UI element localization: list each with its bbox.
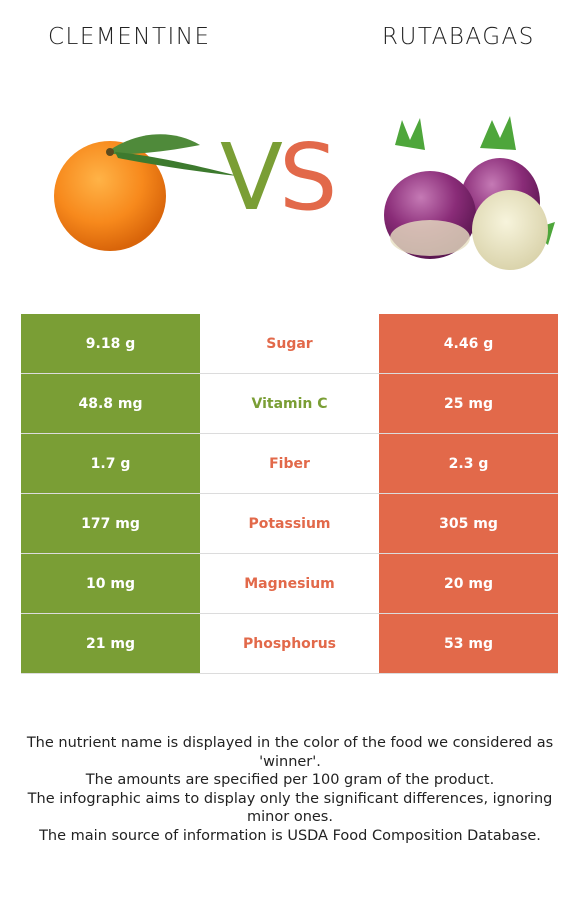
vs-v: V xyxy=(220,124,283,231)
right-value: 4.46 g xyxy=(379,314,558,374)
footnote: The main source of information is USDA F… xyxy=(39,827,541,844)
right-value: 25 mg xyxy=(379,373,558,434)
rutabagas-image xyxy=(384,116,555,270)
table-row: 1.7 g Fiber 2.3 g xyxy=(21,433,558,494)
table-row: 21 mg Phosphorus 53 mg xyxy=(21,613,558,674)
table-row: 9.18 g Sugar 4.46 g xyxy=(21,314,558,374)
left-food-title: CLEMENTINE xyxy=(48,24,211,50)
footnote: The amounts are specified per 100 gram o… xyxy=(85,772,495,788)
nutrient-name: Vitamin C xyxy=(200,373,379,434)
nutrient-name: Magnesium xyxy=(200,553,379,614)
clementine-image xyxy=(54,134,238,251)
footnote: The nutrient name is displayed in the co… xyxy=(26,735,554,770)
nutrient-name: Sugar xyxy=(200,314,379,374)
left-value: 48.8 mg xyxy=(21,373,200,434)
vs-label: VS xyxy=(220,132,337,224)
vs-s: S xyxy=(278,124,337,231)
footnotes: The nutrient name is displayed in the co… xyxy=(20,734,560,845)
footnote: The infographic aims to display only the… xyxy=(27,790,553,826)
nutrient-name: Potassium xyxy=(200,493,379,554)
table-row: 177 mg Potassium 305 mg xyxy=(21,493,558,554)
comparison-table: 9.18 g Sugar 4.46 g 48.8 mg Vitamin C 25 mg 1.… xyxy=(21,314,558,674)
left-value: 21 mg xyxy=(21,613,200,674)
right-value: 53 mg xyxy=(379,613,558,674)
left-value: 9.18 g xyxy=(21,314,200,374)
right-value: 2.3 g xyxy=(379,433,558,494)
left-value: 177 mg xyxy=(21,493,200,554)
left-value: 1.7 g xyxy=(21,433,200,494)
nutrient-name: Fiber xyxy=(200,433,379,494)
nutrient-name: Phosphorus xyxy=(200,613,379,674)
right-value: 305 mg xyxy=(379,493,558,554)
table-row: 48.8 mg Vitamin C 25 mg xyxy=(21,373,558,434)
right-value: 20 mg xyxy=(379,553,558,614)
right-food-title: RUTABAGAS xyxy=(382,24,535,50)
table-row: 10 mg Magnesium 20 mg xyxy=(21,553,558,614)
left-value: 10 mg xyxy=(21,553,200,614)
hero-images xyxy=(54,116,555,270)
